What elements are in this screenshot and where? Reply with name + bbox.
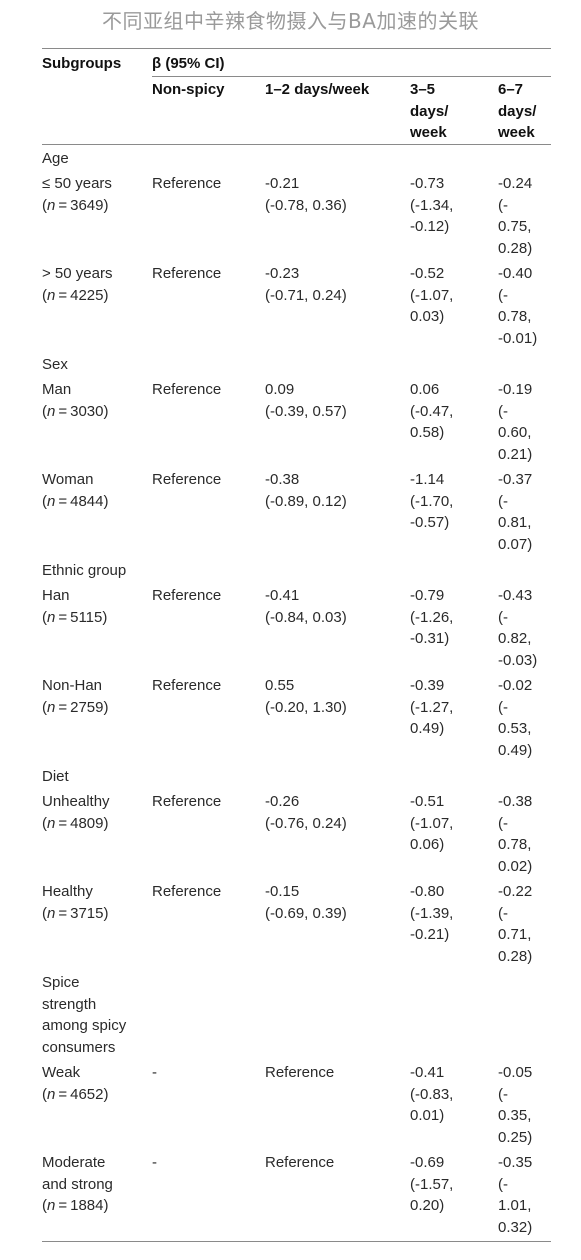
- cell-6-7-days: -0.43 (- 0.82, -0.03): [498, 587, 538, 669]
- subgroup-name: Woman: [42, 471, 94, 488]
- cell-3-5-days: -0.39 (-1.27, 0.49): [410, 677, 454, 737]
- subgroup-name: Man: [42, 381, 72, 398]
- subgroup-label: Han (n = 5115): [42, 587, 108, 626]
- subgroup-n: 4225: [70, 286, 104, 304]
- cell-6-7-days: -0.35 (- 1.01, 0.32): [498, 1154, 533, 1236]
- subgroup-n: 4844: [70, 492, 104, 510]
- cell-non-spicy: Reference: [152, 381, 222, 398]
- cell-3-5-days: -0.79 (-1.26, -0.31): [410, 587, 454, 647]
- subgroup-label: Weak (n = 4652): [42, 1064, 109, 1103]
- subgroup-label: Woman (n = 4844): [42, 471, 109, 510]
- subgroup-n: 3715: [70, 904, 104, 922]
- cell-6-7-days: -0.05 (- 0.35, 0.25): [498, 1064, 533, 1146]
- subgroup-label: Healthy (n = 3715): [42, 883, 109, 922]
- subgroup-label: Moderate and strong (n = 1884): [42, 1154, 113, 1214]
- subgroup-name: ≤ 50 years: [42, 175, 112, 192]
- table-bottom-rule: [42, 1241, 551, 1242]
- subgroup-label: Non-Han (n = 2759): [42, 677, 109, 716]
- cell-6-7-days: -0.38 (- 0.78, 0.02): [498, 793, 533, 875]
- cell-3-5-days: 0.06 (-0.47, 0.58): [410, 381, 454, 441]
- subgroup-label: Man (n = 3030): [42, 381, 109, 420]
- cell-non-spicy: Reference: [152, 265, 222, 282]
- cell-non-spicy: Reference: [152, 471, 222, 488]
- header-1-2-days: 1–2 days/week: [265, 81, 370, 98]
- section-title: Age: [42, 150, 69, 167]
- subgroup-name: Weak: [42, 1064, 81, 1081]
- subgroup-name: Unhealthy: [42, 793, 110, 810]
- section-title: Sex: [42, 356, 68, 373]
- cell-1-2-days: 0.09 (-0.39, 0.57): [265, 381, 347, 420]
- cell-non-spicy: -: [152, 1154, 157, 1171]
- cell-1-2-days: 0.55 (-0.20, 1.30): [265, 677, 347, 716]
- subgroup-n: 4652: [70, 1085, 104, 1103]
- table-top-rule: [42, 48, 551, 49]
- cell-6-7-days: -0.40 (- 0.78, -0.01): [498, 265, 538, 347]
- header-sub-rule: [152, 76, 551, 77]
- cell-1-2-days: -0.38 (-0.89, 0.12): [265, 471, 347, 510]
- subgroup-name: Moderate and strong: [42, 1154, 113, 1193]
- subgroup-name: > 50 years: [42, 265, 113, 282]
- section-title: Spice strength among spicy consumers: [42, 974, 127, 1056]
- header-6-7-days: 6–7 days/ week: [498, 81, 537, 141]
- subgroup-n: 2759: [70, 698, 104, 716]
- cell-1-2-days: -0.15 (-0.69, 0.39): [265, 883, 347, 922]
- cell-6-7-days: -0.37 (- 0.81, 0.07): [498, 471, 533, 553]
- section-title: Diet: [42, 768, 69, 785]
- cell-6-7-days: -0.02 (- 0.53, 0.49): [498, 677, 533, 759]
- cell-1-2-days: Reference: [265, 1154, 335, 1171]
- cell-1-2-days: -0.21 (-0.78, 0.36): [265, 175, 347, 214]
- subgroup-name: Healthy: [42, 883, 93, 900]
- cell-3-5-days: -0.52 (-1.07, 0.03): [410, 265, 454, 325]
- cell-non-spicy: -: [152, 1064, 157, 1081]
- subgroup-n: 3649: [70, 196, 104, 214]
- cell-non-spicy: Reference: [152, 587, 222, 604]
- cell-1-2-days: -0.41 (-0.84, 0.03): [265, 587, 347, 626]
- header-bottom-rule: [42, 144, 551, 145]
- cell-3-5-days: -1.14 (-1.70, -0.57): [410, 471, 454, 531]
- subgroup-label: > 50 years (n = 4225): [42, 265, 113, 304]
- subgroup-label: Unhealthy (n = 4809): [42, 793, 110, 832]
- cell-6-7-days: -0.19 (- 0.60, 0.21): [498, 381, 533, 463]
- cell-6-7-days: -0.22 (- 0.71, 0.28): [498, 883, 533, 965]
- cell-3-5-days: -0.73 (-1.34, -0.12): [410, 175, 454, 235]
- header-3-5-days: 3–5 days/ week: [410, 81, 449, 141]
- subgroup-n: 4809: [70, 814, 104, 832]
- subgroup-n: 1884: [70, 1197, 104, 1214]
- cell-non-spicy: Reference: [152, 793, 222, 810]
- subgroup-n: 3030: [70, 402, 104, 420]
- subgroup-name: Han: [42, 587, 70, 604]
- cell-non-spicy: Reference: [152, 883, 222, 900]
- cell-1-2-days: -0.23 (-0.71, 0.24): [265, 265, 347, 304]
- cell-6-7-days: -0.24 (- 0.75, 0.28): [498, 175, 533, 257]
- subgroup-label: ≤ 50 years (n = 3649): [42, 175, 112, 214]
- section-title: Ethnic group: [42, 562, 127, 579]
- subgroup-name: Non-Han: [42, 677, 103, 694]
- cell-1-2-days: Reference: [265, 1064, 335, 1081]
- header-subgroups: Subgroups: [42, 55, 122, 72]
- cell-3-5-days: -0.69 (-1.57, 0.20): [410, 1154, 454, 1214]
- cell-1-2-days: -0.26 (-0.76, 0.24): [265, 793, 347, 832]
- page-title: 不同亚组中辛辣食物摄入与BA加速的关联: [102, 9, 479, 33]
- cell-3-5-days: -0.41 (-0.83, 0.01): [410, 1064, 454, 1124]
- cell-3-5-days: -0.51 (-1.07, 0.06): [410, 793, 454, 853]
- subgroup-n: 5115: [70, 608, 103, 626]
- cell-3-5-days: -0.80 (-1.39, -0.21): [410, 883, 454, 943]
- header-non-spicy: Non-spicy: [152, 81, 225, 98]
- cell-non-spicy: Reference: [152, 175, 222, 192]
- header-beta: β (95% CI): [152, 55, 225, 72]
- cell-non-spicy: Reference: [152, 677, 222, 694]
